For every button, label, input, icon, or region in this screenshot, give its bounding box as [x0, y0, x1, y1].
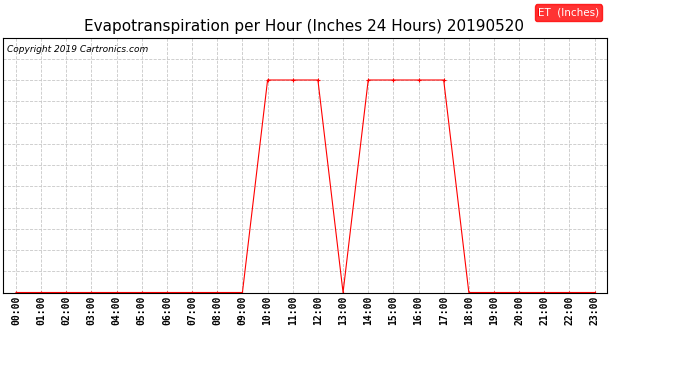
Legend: ET  (Inches): ET (Inches) [535, 4, 602, 21]
Text: Copyright 2019 Cartronics.com: Copyright 2019 Cartronics.com [7, 45, 148, 54]
Text: Evapotranspiration per Hour (Inches 24 Hours) 20190520: Evapotranspiration per Hour (Inches 24 H… [83, 19, 524, 34]
